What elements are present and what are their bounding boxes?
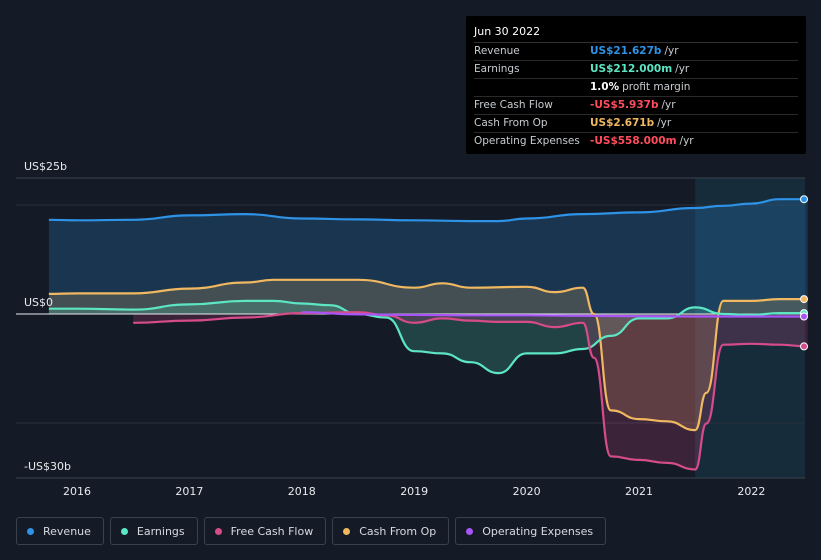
x-tick-2016: 2016 [63, 485, 91, 498]
legend-operating-expenses-button[interactable]: Operating Expenses [455, 517, 607, 545]
tooltip-row-label [474, 79, 590, 96]
x-tick-2021: 2021 [625, 485, 653, 498]
tooltip-date: Jun 30 2022 [474, 24, 798, 43]
tooltip-row-unit: /yr [675, 63, 690, 75]
tooltip-row-label: Earnings [474, 63, 520, 75]
tooltip-row-value: -US$5.937b [590, 99, 659, 111]
tooltip-row: Free Cash Flow -US$5.937b/yr [474, 97, 798, 115]
revenue-endpoint[interactable] [800, 195, 808, 204]
tooltip-row-value: 1.0% [590, 81, 620, 93]
tooltip-row-label: Free Cash Flow [474, 99, 553, 111]
chart-legend: Revenue Earnings Free Cash Flow Cash From O… [16, 517, 607, 545]
cash-from-op-endpoint[interactable] [800, 295, 808, 304]
tooltip-row-value: -US$558.000m [590, 135, 677, 147]
tooltip-row-value: US$2.671b [590, 117, 655, 129]
tooltip-row-label: Cash From Op [474, 117, 548, 129]
cash-from-op-area [48, 279, 808, 431]
legend-label: Earnings [136, 524, 185, 538]
tooltip-row-unit: /yr [664, 45, 679, 57]
tooltip-row-label: Operating Expenses [474, 135, 580, 147]
tooltip-row: Operating Expenses -US$558.000m/yr [474, 133, 798, 150]
x-tick-2019: 2019 [400, 485, 429, 498]
tooltip-rows: Revenue US$21.627b/yr Earnings US$212.000m /… [474, 43, 798, 150]
legend-dot-icon [466, 527, 474, 535]
legend-dot-icon [343, 527, 351, 535]
legend-earnings-button[interactable]: Earnings [109, 517, 198, 545]
legend-cash-from-op-button[interactable]: Cash From Op [332, 517, 450, 545]
earnings-area [48, 300, 808, 374]
tooltip-row-value: US$212.000m [590, 63, 673, 75]
y-axis-zero-label: US$0 [24, 296, 54, 309]
tooltip-row-label: Revenue [474, 45, 520, 57]
tooltip-row: Earnings US$212.000m/yr [474, 61, 798, 79]
revenue-area [48, 199, 808, 314]
operating-expenses-endpoint[interactable] [800, 312, 808, 321]
series-lines [48, 198, 808, 471]
legend-label: Revenue [43, 524, 91, 538]
legend-label: Operating Expenses [482, 524, 594, 538]
tooltip-row-unit: /yr [679, 135, 694, 147]
legend-dot-icon [120, 527, 128, 535]
tooltip-row: Revenue US$21.627b/yr [474, 43, 798, 61]
legend-free-cash-flow-button[interactable]: Free Cash Flow [203, 517, 327, 545]
cash-from-op-line [48, 278, 808, 432]
tooltip-row: 1.0% profit margin [474, 79, 798, 97]
revenue-line [48, 198, 808, 223]
earnings-line [48, 299, 808, 375]
tooltip-row: Cash From Op US$2.671b/yr [474, 115, 798, 133]
series-endpoints [800, 195, 808, 351]
free-cash-flow-endpoint[interactable] [800, 342, 808, 351]
tooltip-row-unit: /yr [661, 99, 676, 111]
legend-dot-icon [214, 527, 222, 535]
free-cash-flow-line [133, 311, 808, 471]
legend-revenue-button[interactable]: Revenue [16, 517, 104, 545]
forecast-shade [695, 178, 805, 478]
x-tick-2022: 2022 [737, 485, 766, 498]
x-tick-2017: 2017 [175, 485, 204, 498]
legend-label: Free Cash Flow [230, 524, 314, 538]
series-fills [48, 199, 808, 470]
free-cash-flow-area [133, 312, 808, 470]
tooltip-row-value: US$21.627b [590, 45, 662, 57]
x-tick-2018: 2018 [287, 485, 316, 498]
y-axis-top-label: US$25b [24, 160, 68, 173]
y-axis-bottom-label: -US$30b [24, 460, 71, 473]
operating-expenses-line [301, 311, 808, 318]
data-tooltip: Jun 30 2022 Revenue US$21.627b/yr Earnings… [466, 16, 806, 154]
tooltip-row-unit: /yr [657, 117, 672, 129]
legend-label: Cash From Op [359, 524, 437, 538]
x-tick-2020: 2020 [512, 485, 541, 498]
legend-dot-icon [27, 527, 34, 535]
tooltip-row-unit: profit margin [622, 81, 691, 93]
